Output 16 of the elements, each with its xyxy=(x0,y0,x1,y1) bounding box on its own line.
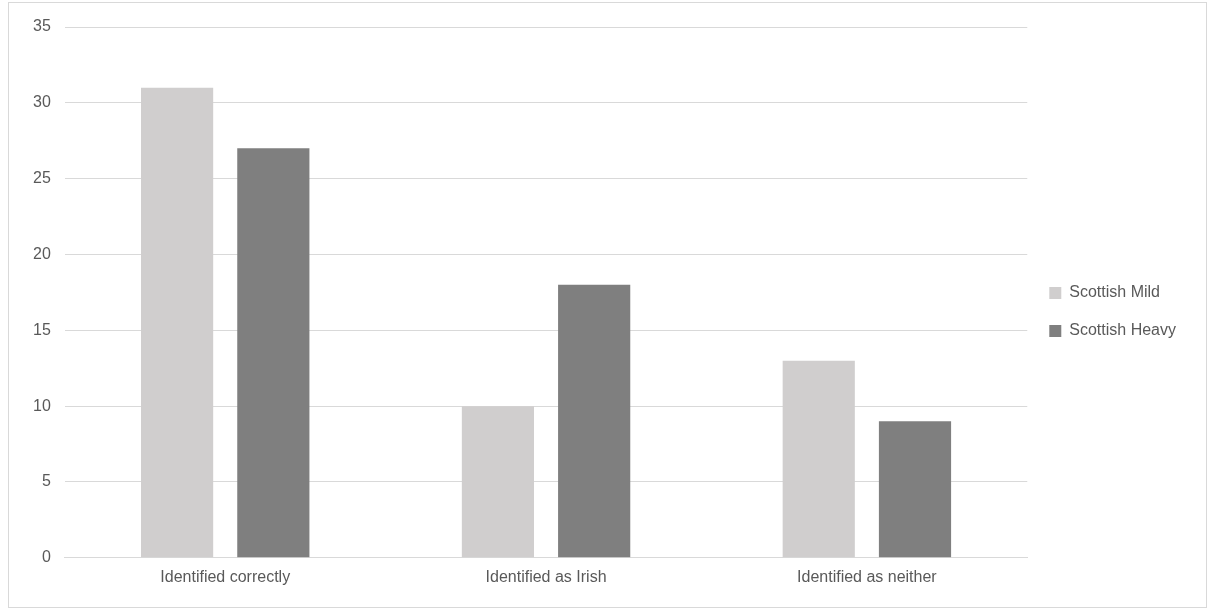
y-tick-label: 15 xyxy=(33,320,51,338)
legend-label: Scottish Mild xyxy=(1069,283,1160,301)
bar xyxy=(878,421,952,558)
x-tick-label: Identified correctly xyxy=(160,567,291,585)
y-tick-label: 30 xyxy=(33,93,51,111)
y-tick-label: 35 xyxy=(33,17,51,35)
legend-label: Scottish Heavy xyxy=(1069,321,1177,339)
y-tick-label: 25 xyxy=(33,169,51,187)
y-tick-label: 0 xyxy=(41,548,51,566)
y-tick-label: 10 xyxy=(33,396,51,414)
y-tick-label: 5 xyxy=(41,472,51,490)
x-tick-label: Identified as neither xyxy=(797,567,938,585)
y-tick-label: 20 xyxy=(33,244,51,262)
bar xyxy=(558,284,631,558)
bar xyxy=(237,148,310,558)
x-tick-label: Identified as Irish xyxy=(485,567,607,585)
